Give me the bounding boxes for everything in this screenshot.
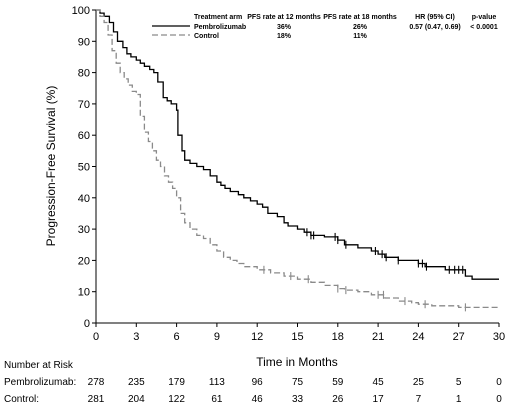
risk-value: 96	[252, 377, 264, 388]
y-tick-label: 100	[72, 5, 90, 17]
series-line-pembrolizumab	[96, 9, 499, 280]
x-tick-label: 3	[133, 331, 139, 343]
y-tick-label: 60	[78, 130, 90, 142]
risk-value: 7	[416, 394, 422, 405]
legend-header: PFS rate at 12 months	[247, 14, 321, 21]
risk-value: 17	[373, 394, 385, 405]
risk-value: 33	[292, 394, 304, 405]
legend-cell: Control	[194, 33, 219, 40]
x-tick-label: 24	[412, 331, 424, 343]
risk-value: 122	[168, 394, 185, 405]
y-tick-label: 70	[78, 99, 90, 111]
x-tick-label: 18	[332, 331, 344, 343]
y-tick-label: 10	[78, 287, 90, 299]
y-tick-label: 80	[78, 68, 90, 80]
legend-cell: 36%	[277, 24, 292, 31]
x-tick-label: 0	[93, 331, 99, 343]
series-line-control	[96, 9, 499, 309]
risk-value: 26	[332, 394, 344, 405]
x-tick-label: 6	[174, 331, 180, 343]
risk-value: 25	[413, 377, 425, 388]
risk-value: 278	[88, 377, 105, 388]
risk-value: 281	[88, 394, 105, 405]
x-tick-label: 21	[372, 331, 384, 343]
risk-value: 5	[456, 377, 462, 388]
risk-value: 59	[332, 377, 344, 388]
risk-value: 61	[211, 394, 223, 405]
risk-value: 1	[456, 394, 462, 405]
risk-value: 204	[128, 394, 145, 405]
risk-table: Number at Risk Pembrolizumab: 278 235 179 113…	[4, 360, 502, 405]
y-tick-label: 40	[78, 193, 90, 205]
x-tick-label: 12	[251, 331, 263, 343]
legend-header: Treatment arm	[194, 14, 242, 21]
legend: Treatment arm PFS rate at 12 months PFS ra…	[152, 14, 498, 40]
risk-value: 113	[209, 377, 225, 388]
plot-area	[96, 9, 499, 312]
y-tick-label: 50	[78, 162, 90, 174]
legend-header: PFS rate at 18 months	[323, 14, 397, 21]
x-tick-label: 9	[214, 331, 220, 343]
axes: 0 10 20 30 40 50 60 70 80 90 100 0 3 6 9 12 15 18 21 24 27 30	[72, 5, 505, 343]
risk-row-label: Pembrolizumab:	[4, 377, 76, 388]
legend-cell: 0.57 (0.47, 0.69)	[409, 24, 460, 31]
y-tick-label: 20	[78, 255, 90, 267]
y-tick-label: 90	[78, 36, 90, 48]
risk-value: 0	[496, 377, 502, 388]
risk-value: 46	[252, 394, 264, 405]
risk-row-label: Control:	[4, 394, 39, 405]
legend-cell: Pembrolizumab	[194, 24, 246, 31]
x-tick-label: 27	[453, 331, 465, 343]
legend-cell: < 0.0001	[470, 24, 498, 31]
risk-table-title: Number at Risk	[4, 360, 74, 371]
x-axis-label: Time in Months	[256, 355, 338, 369]
y-tick-label: 0	[84, 318, 90, 330]
risk-value: 75	[292, 377, 304, 388]
risk-value: 45	[373, 377, 385, 388]
x-tick-label: 30	[493, 331, 505, 343]
legend-cell: 18%	[277, 33, 292, 40]
risk-value: 0	[496, 394, 502, 405]
risk-value: 235	[128, 377, 145, 388]
legend-cell: 26%	[353, 24, 368, 31]
legend-header: p-value	[472, 14, 497, 21]
legend-cell: 11%	[353, 33, 367, 40]
x-tick-label: 15	[291, 331, 303, 343]
y-axis-label: Progression-Free Survival (%)	[44, 86, 58, 247]
legend-header: HR (95% CI)	[415, 14, 455, 21]
risk-value: 179	[168, 377, 185, 388]
y-tick-label: 30	[78, 224, 90, 236]
